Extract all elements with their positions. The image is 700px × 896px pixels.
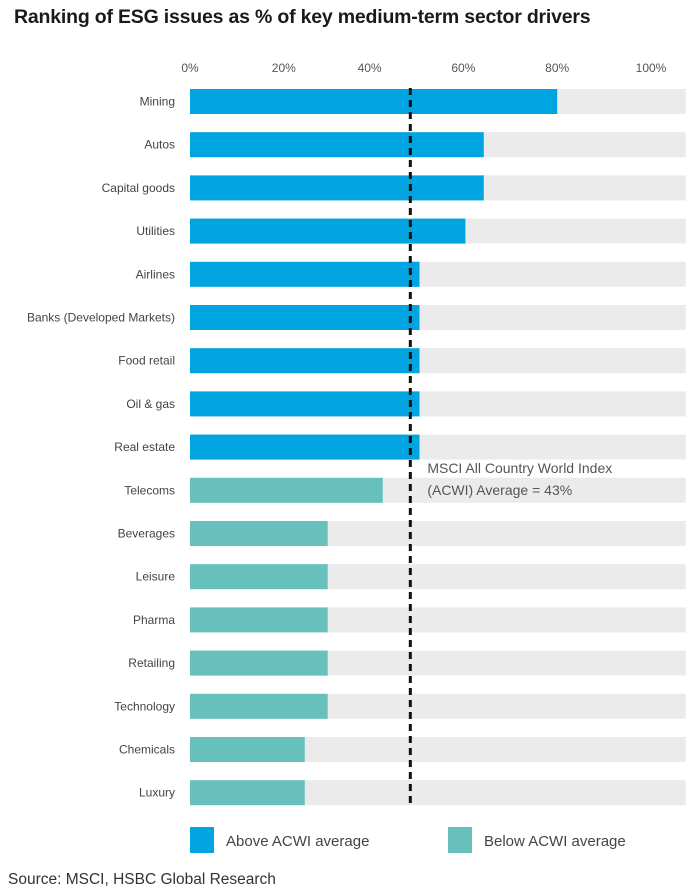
bar-autos xyxy=(190,132,484,158)
category-label: Oil & gas xyxy=(126,397,175,411)
bar-chemicals xyxy=(190,737,305,762)
category-label: Real estate xyxy=(114,440,175,454)
category-label: Autos xyxy=(144,138,175,152)
chart-title: Ranking of ESG issues as % of key medium… xyxy=(14,6,591,28)
category-label: Luxury xyxy=(139,786,175,800)
category-label: Technology xyxy=(114,699,175,713)
category-labels: Mining Autos Capital goods Utilities Airline… xyxy=(27,95,175,800)
x-tick-label: 20% xyxy=(272,61,296,75)
bar-airlines xyxy=(190,261,420,287)
bar-utilities xyxy=(190,218,466,244)
reference-line-annotation: (ACWI) Average = 43% xyxy=(427,482,572,498)
legend-label-below: Below ACWI average xyxy=(484,833,626,850)
legend: Above ACWI average Below ACWI average xyxy=(190,827,626,853)
x-tick-label: 80% xyxy=(545,61,569,75)
category-label: Chemicals xyxy=(119,743,175,757)
x-tick-label: 40% xyxy=(358,61,382,75)
bar-leisure xyxy=(190,564,328,590)
bar-real-estate xyxy=(190,434,420,460)
x-tick-label: 60% xyxy=(451,61,475,75)
reference-line-annotation: MSCI All Country World Index xyxy=(427,460,612,476)
category-label: Capital goods xyxy=(102,181,175,195)
bar-food-retail xyxy=(190,348,420,374)
category-label: Utilities xyxy=(136,224,175,238)
legend-swatch-above xyxy=(190,827,214,853)
bar-technology xyxy=(190,693,328,719)
x-axis-ticks: 0% 20% 40% 60% 80% 100% xyxy=(181,61,666,75)
category-label: Mining xyxy=(140,95,175,109)
category-label: Food retail xyxy=(118,354,175,368)
bar-pharma xyxy=(190,607,328,633)
category-label: Leisure xyxy=(136,570,176,584)
category-label: Retailing xyxy=(128,656,175,670)
bar-telecoms xyxy=(190,477,383,503)
bar-capital-goods xyxy=(190,175,484,201)
source-note: Source: MSCI, HSBC Global Research xyxy=(8,871,276,888)
bar-banks-developed-markets xyxy=(190,305,420,330)
bar-luxury xyxy=(190,780,305,806)
category-label: Pharma xyxy=(133,613,175,627)
category-label: Beverages xyxy=(118,527,175,541)
bar-retailing xyxy=(190,650,328,676)
bar-mining xyxy=(190,89,558,114)
bars xyxy=(190,89,558,806)
reference-line-group: MSCI All Country World Index (ACWI) Avera… xyxy=(408,88,612,806)
legend-label-above: Above ACWI average xyxy=(226,833,369,850)
x-tick-label: 100% xyxy=(636,61,667,75)
legend-swatch-below xyxy=(448,827,472,853)
bar-beverages xyxy=(190,521,328,546)
category-label: Banks (Developed Markets) xyxy=(27,311,175,325)
bar-oil-gas xyxy=(190,391,420,417)
category-label: Airlines xyxy=(136,267,175,281)
category-label: Telecoms xyxy=(124,483,175,497)
x-tick-label: 0% xyxy=(181,61,199,75)
